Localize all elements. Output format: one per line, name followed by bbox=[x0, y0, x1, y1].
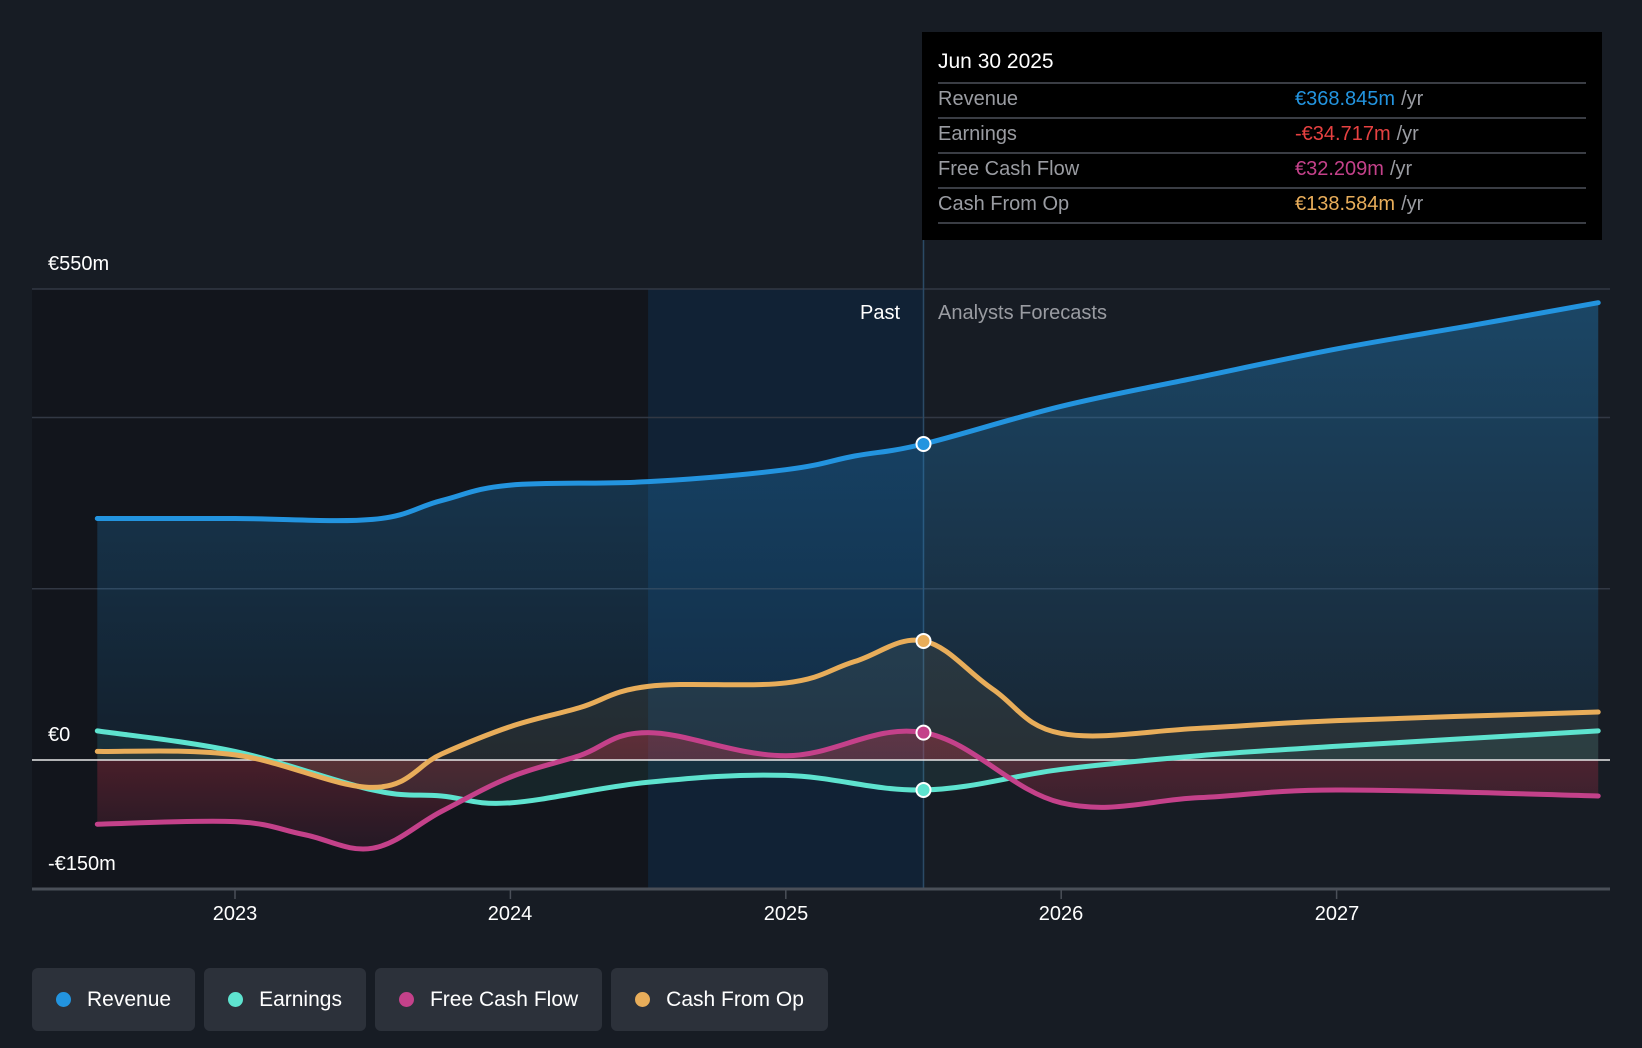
tooltip: Jun 30 2025 Revenue €368.845m/yr Earning… bbox=[922, 32, 1602, 240]
revenue-dot-icon bbox=[56, 992, 71, 1007]
tooltip-unit: /yr bbox=[1396, 123, 1419, 145]
point-earnings bbox=[915, 781, 932, 798]
tooltip-unit: /yr bbox=[1401, 88, 1424, 110]
tooltip-row-earnings: Earnings -€34.717m/yr bbox=[938, 117, 1586, 153]
x-label-2027: 2027 bbox=[1314, 903, 1360, 925]
point-free-cash-flow bbox=[915, 724, 932, 741]
tooltip-value: €138.584m bbox=[1295, 193, 1396, 215]
legend-item-free-cash-flow[interactable]: Free Cash Flow bbox=[374, 968, 603, 1031]
forecast-label: Analysts Forecasts bbox=[938, 302, 1107, 324]
tooltip-unit: /yr bbox=[1401, 193, 1424, 215]
x-label-2023: 2023 bbox=[212, 903, 258, 925]
legend: Revenue Earnings Free Cash Flow Cash Fro… bbox=[32, 968, 828, 1031]
tooltip-date: Jun 30 2025 bbox=[938, 50, 1054, 73]
area-cash-from-op bbox=[97, 640, 1599, 788]
point-revenue bbox=[915, 436, 932, 453]
line-cash-from-op bbox=[94, 637, 1601, 790]
legend-item-cash-from-op[interactable]: Cash From Op bbox=[611, 968, 828, 1031]
legend-label: Cash From Op bbox=[666, 987, 804, 1011]
line-free-cash-flow bbox=[94, 728, 1601, 852]
cfo-dot-icon bbox=[635, 992, 651, 1007]
tooltip-row-revenue: Revenue €368.845m/yr bbox=[938, 82, 1586, 118]
y-label-minus-150: -€150m bbox=[48, 853, 116, 875]
past-label: Past bbox=[860, 302, 901, 324]
tooltip-value: €368.845m bbox=[1295, 88, 1396, 110]
legend-item-earnings[interactable]: Earnings bbox=[204, 968, 366, 1031]
tooltip-value: -€34.717m bbox=[1295, 123, 1391, 145]
line-revenue bbox=[94, 300, 1601, 524]
y-label-0: €0 bbox=[48, 724, 71, 746]
legend-label: Revenue bbox=[87, 987, 172, 1011]
area-revenue bbox=[97, 302, 1599, 760]
tooltip-row-cfo: Cash From Op €138.584m/yr bbox=[938, 187, 1586, 223]
fcf-dot-icon bbox=[398, 992, 414, 1007]
tooltip-label: Earnings bbox=[938, 123, 1017, 145]
legend-item-revenue[interactable]: Revenue bbox=[32, 968, 196, 1031]
point-cash-from-op bbox=[915, 632, 932, 649]
tooltip-label: Revenue bbox=[938, 88, 1019, 110]
tooltip-label: Free Cash Flow bbox=[938, 158, 1080, 180]
x-label-2025: 2025 bbox=[763, 903, 809, 925]
earnings-dot-icon bbox=[228, 992, 244, 1007]
tooltip-divider bbox=[938, 222, 1586, 224]
legend-label: Free Cash Flow bbox=[429, 987, 579, 1011]
tooltip-label: Cash From Op bbox=[938, 193, 1070, 215]
x-label-2026: 2026 bbox=[1038, 903, 1084, 925]
tooltip-unit: /yr bbox=[1389, 158, 1413, 180]
tooltip-row-fcf: Free Cash Flow €32.209m/yr bbox=[938, 152, 1586, 188]
legend-label: Earnings bbox=[259, 987, 342, 1011]
x-label-2024: 2024 bbox=[487, 903, 533, 925]
y-label-550: €550m bbox=[48, 253, 110, 275]
tooltip-value: €32.209m bbox=[1295, 158, 1384, 180]
